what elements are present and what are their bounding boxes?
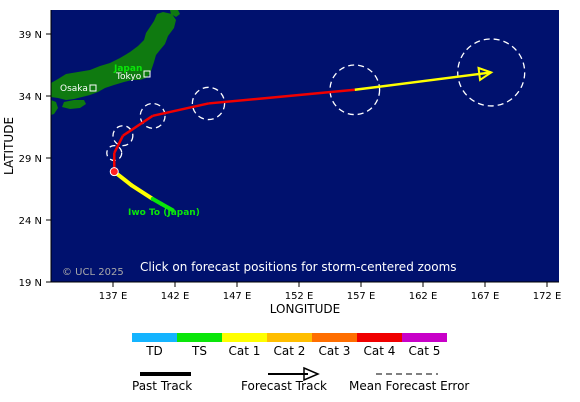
past-track-label: Past Track bbox=[132, 379, 192, 393]
forecast-error-circle bbox=[191, 86, 226, 121]
legend-swatch bbox=[357, 333, 402, 342]
forecast-arrow-icon bbox=[477, 66, 494, 82]
y-axis-title: LATITUDE bbox=[2, 117, 16, 175]
tokyo-label: Tokyo bbox=[115, 72, 142, 82]
category-legend: TD TS Cat 1 Cat 2 Cat 3 Cat 4 Cat 5 bbox=[132, 333, 447, 358]
tokyo-marker-icon bbox=[143, 70, 151, 78]
legend-swatch bbox=[312, 333, 357, 342]
legend-swatch bbox=[222, 333, 267, 342]
x-tick-label: 162 E bbox=[409, 291, 438, 302]
legend-category-label: TS bbox=[191, 344, 207, 358]
legend-category-label: Cat 1 bbox=[229, 344, 261, 358]
y-axis: 39 N 34 N 29 N 24 N 19 N bbox=[19, 10, 52, 289]
forecast-error-circle bbox=[112, 125, 134, 147]
forecast-error-circles bbox=[106, 38, 526, 162]
forecast-track-label: Forecast Track bbox=[241, 379, 327, 393]
past-track-segment bbox=[129, 183, 155, 201]
zoom-instruction: Click on forecast positions for storm-ce… bbox=[140, 260, 457, 274]
forecast-track-segment bbox=[113, 135, 125, 154]
current-position-marker[interactable] bbox=[109, 167, 119, 177]
x-tick-label: 152 E bbox=[285, 291, 314, 302]
osaka-marker-icon bbox=[89, 84, 97, 92]
japan-label: Japan bbox=[113, 64, 142, 74]
forecast-track-segment bbox=[122, 114, 154, 137]
legend-swatch bbox=[177, 333, 222, 342]
forecast-positions[interactable] bbox=[109, 167, 119, 177]
x-tick-label: 137 E bbox=[99, 291, 128, 302]
x-tick-label: 147 E bbox=[223, 291, 252, 302]
forecast-track-segment bbox=[152, 102, 209, 118]
forecast-error-circle bbox=[329, 64, 381, 116]
past-track-segment bbox=[159, 201, 175, 213]
legend-category-label: Cat 2 bbox=[274, 344, 306, 358]
track-legend: Past Track Forecast Track Mean Forecast … bbox=[132, 366, 469, 393]
storm-tracks bbox=[112, 66, 494, 213]
forecast-error-circle bbox=[457, 38, 526, 107]
x-axis: 137 E 142 E 147 E 152 E 157 E 162 E 167 … bbox=[51, 281, 562, 302]
y-tick-label: 19 N bbox=[19, 278, 42, 289]
y-tick-label: 39 N bbox=[19, 30, 42, 41]
legend-swatch bbox=[402, 333, 447, 342]
x-tick-label: 172 E bbox=[533, 291, 562, 302]
japan-landmass bbox=[51, 10, 180, 115]
error-label: Mean Forecast Error bbox=[349, 379, 469, 393]
legend-swatch bbox=[132, 333, 177, 342]
legend-swatch bbox=[267, 333, 312, 342]
x-tick-label: 142 E bbox=[161, 291, 190, 302]
copyright-text: © UCL 2025 bbox=[62, 267, 124, 278]
x-tick-label: 167 E bbox=[471, 291, 500, 302]
y-tick-label: 29 N bbox=[19, 154, 42, 165]
legend-category-label: Cat 5 bbox=[409, 344, 441, 358]
legend-category-label: TD bbox=[145, 344, 163, 358]
legend-category-label: Cat 4 bbox=[364, 344, 396, 358]
forecast-arrow-icon bbox=[303, 366, 320, 382]
y-tick-label: 24 N bbox=[19, 216, 42, 227]
forecast-track-segment bbox=[354, 71, 492, 92]
ocean-background bbox=[51, 10, 559, 282]
forecast-error-circle bbox=[139, 102, 166, 129]
x-axis-title: LONGITUDE bbox=[270, 302, 340, 316]
osaka-label: Osaka bbox=[60, 84, 88, 94]
forecast-track-segment bbox=[208, 88, 355, 105]
legend-category-label: Cat 3 bbox=[319, 344, 351, 358]
y-tick-label: 34 N bbox=[19, 92, 42, 103]
iwo-to-label: Iwo To (Japan) bbox=[128, 208, 200, 218]
x-tick-label: 157 E bbox=[347, 291, 376, 302]
